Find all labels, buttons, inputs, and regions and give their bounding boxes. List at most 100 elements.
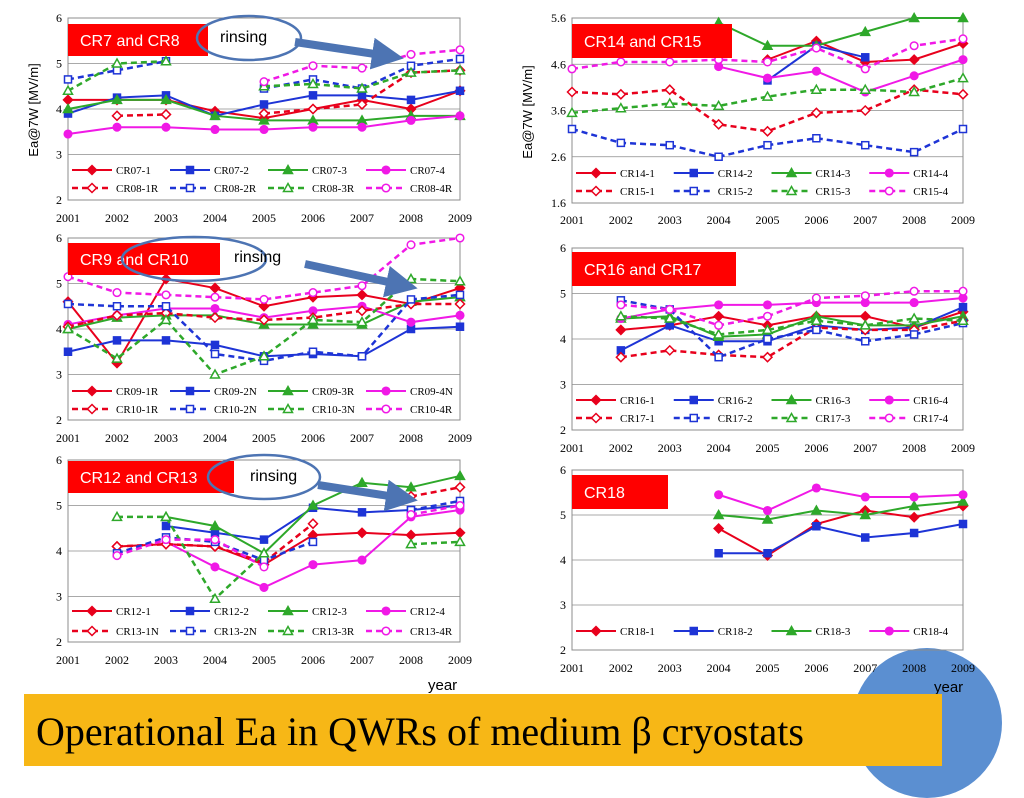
- data-point: [111, 510, 123, 522]
- chart-5: 2 3 4 5 6 2001 2002 2003 2004 2005 2006 2007 2008 200…: [56, 453, 472, 667]
- data-point: [811, 293, 821, 303]
- series-line: [718, 17, 963, 47]
- y-tick-label: 2.6: [551, 150, 566, 164]
- legend-label: CR16-2: [718, 395, 753, 407]
- legend-marker: [185, 386, 195, 396]
- data-point: [112, 551, 122, 561]
- data-point: [160, 55, 172, 66]
- data-point: [811, 483, 821, 493]
- data-point: [209, 109, 221, 121]
- y-tick-label: 6: [56, 231, 62, 245]
- legend-entry: CR14-2: [673, 168, 753, 180]
- legend-label: CR09-2N: [214, 386, 257, 398]
- legend-marker: [185, 626, 195, 636]
- x-tick-label: 2001: [560, 441, 584, 455]
- data-point: [62, 84, 74, 96]
- legend-entry: CR08-2R: [170, 183, 257, 195]
- chart-title-box: [68, 461, 234, 493]
- legend-label: CR15-3: [816, 186, 851, 198]
- x-tick-label: 2006: [804, 661, 828, 675]
- x-tick-label: 2009: [448, 211, 472, 225]
- series-CR15-4: [567, 34, 968, 74]
- series-line: [571, 76, 964, 115]
- x-tick-label: 2008: [399, 653, 423, 667]
- data-point: [454, 298, 466, 310]
- data-point: [665, 304, 675, 314]
- series-CR07-4: [63, 111, 465, 139]
- legend-label: CR14-4: [913, 168, 948, 180]
- legend-marker: [785, 411, 798, 423]
- x-tick-label: 2005: [252, 211, 276, 225]
- y-tick-label: 3: [56, 148, 62, 162]
- data-point: [763, 549, 772, 558]
- data-point: [406, 49, 416, 59]
- legend-marker: [590, 185, 602, 197]
- legend-entry: CR16-1: [576, 394, 655, 407]
- legend-entry: CR13-1N: [72, 625, 159, 638]
- x-tick-label: 2004: [707, 441, 731, 455]
- legend-label: CR07-1: [116, 165, 151, 177]
- legend-entry: CR17-4: [869, 413, 949, 425]
- data-point: [712, 508, 725, 520]
- legend-marker: [185, 183, 195, 193]
- legend-entry: CR15-4: [869, 186, 949, 198]
- legend-marker: [282, 163, 294, 175]
- data-point: [811, 43, 821, 53]
- series-CR08-1R: [111, 64, 466, 122]
- title-banner: [24, 694, 942, 766]
- legend-entry: CR17-1: [576, 412, 655, 425]
- x-tick-label: 2001: [56, 653, 80, 667]
- x-tick-label: 2009: [951, 441, 975, 455]
- data-point: [209, 519, 221, 531]
- legend-label: CR18-2: [718, 626, 753, 638]
- series-line: [620, 315, 964, 336]
- legend-marker: [785, 184, 798, 196]
- x-tick-label: 2001: [56, 211, 80, 225]
- series-line: [116, 113, 167, 118]
- data-point: [258, 114, 270, 125]
- data-point: [308, 91, 318, 100]
- series-CR16-4: [616, 293, 968, 324]
- data-point: [259, 100, 269, 109]
- series-line: [263, 69, 461, 90]
- rinsing-label: rinsing: [234, 249, 281, 266]
- data-point: [210, 562, 220, 572]
- series-line: [718, 505, 964, 557]
- data-point: [763, 334, 772, 344]
- data-point: [112, 302, 122, 311]
- x-tick-label: 2006: [301, 211, 325, 225]
- data-point: [859, 508, 872, 520]
- chart-title-box: [572, 252, 736, 286]
- data-point: [861, 337, 870, 346]
- series-line: [718, 523, 964, 555]
- data-point: [357, 63, 367, 73]
- data-point: [112, 336, 122, 345]
- data-point: [210, 124, 220, 135]
- x-tick-label: 2007: [853, 213, 877, 227]
- y-tick-label: 6: [560, 241, 566, 255]
- rinsing-arrow: [304, 260, 418, 298]
- data-point: [357, 281, 367, 291]
- legend-label: CR18-1: [620, 626, 655, 638]
- data-point: [860, 291, 870, 301]
- legend-label: CR12-1: [116, 606, 151, 618]
- data-point: [161, 336, 171, 345]
- series-CR10-2N: [63, 290, 465, 366]
- y-tick-label: 5: [56, 57, 62, 71]
- rinsing-label: rinsing: [250, 468, 297, 485]
- data-point: [455, 322, 465, 331]
- data-point: [713, 522, 725, 535]
- x-tick-label: 2008: [902, 661, 926, 675]
- series-line: [410, 504, 461, 516]
- legend-label: CR17-3: [816, 413, 851, 425]
- y-tick-label: 5: [560, 508, 566, 522]
- legend-label: CR16-1: [620, 395, 655, 407]
- data-point: [762, 311, 773, 321]
- series-line: [410, 540, 461, 546]
- data-point: [356, 98, 368, 111]
- rinsing-arrow: [317, 479, 418, 512]
- data-point: [356, 82, 368, 93]
- x-tick-label: 2003: [658, 213, 682, 227]
- series-CR10-4R: [63, 233, 465, 304]
- data-point: [566, 86, 578, 98]
